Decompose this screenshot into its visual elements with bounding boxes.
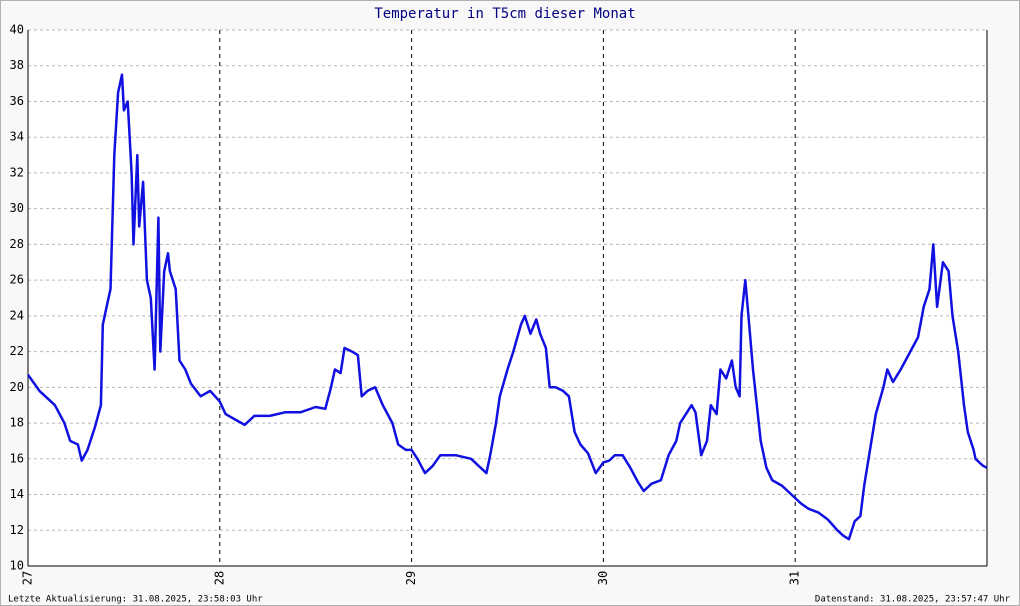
y-tick-label: 12 xyxy=(10,523,24,537)
y-tick-label: 32 xyxy=(10,165,24,179)
y-tick-label: 10 xyxy=(10,559,24,573)
footer-right: Datenstand: 31.08.2025, 23:57:47 Uhr xyxy=(815,595,1011,605)
y-tick-label: 38 xyxy=(10,58,24,72)
chart-title: Temperatur in T5cm dieser Monat xyxy=(374,6,635,22)
y-tick-label: 18 xyxy=(10,416,24,430)
x-tick-label: 27 xyxy=(21,571,35,585)
y-tick-label: 16 xyxy=(10,451,24,465)
x-tick-label: 31 xyxy=(788,571,802,585)
data-line xyxy=(26,73,988,541)
footer-left: Letzte Aktualisierung: 31.08.2025, 23:58… xyxy=(8,595,263,605)
y-tick-label: 30 xyxy=(10,201,24,215)
x-tick-label: 30 xyxy=(596,571,610,585)
y-tick-label: 26 xyxy=(10,273,24,287)
y-tick-label: 36 xyxy=(10,94,24,108)
y-tick-label: 34 xyxy=(10,130,24,144)
plot-area xyxy=(28,30,987,566)
y-tick-label: 20 xyxy=(10,380,24,394)
x-tick-label: 29 xyxy=(404,571,418,585)
y-tick-label: 14 xyxy=(10,487,24,501)
y-tick-label: 28 xyxy=(10,237,24,251)
y-tick-label: 40 xyxy=(10,23,24,37)
y-tick-label: 22 xyxy=(10,344,24,358)
x-tick-label: 28 xyxy=(212,571,226,585)
y-tick-label: 24 xyxy=(10,308,24,322)
